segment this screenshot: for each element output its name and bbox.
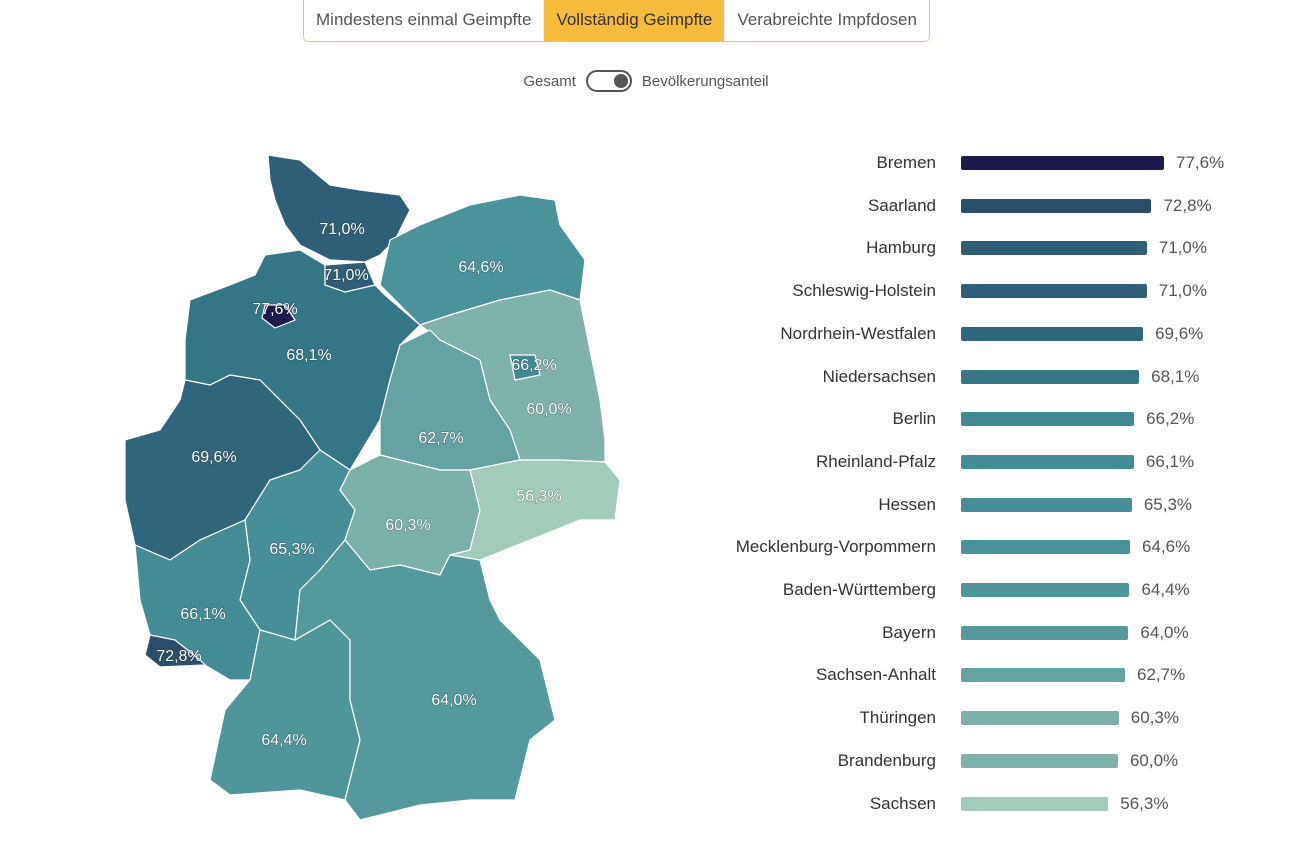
- mode-toggle-row: Gesamt Bevölkerungsanteil: [0, 70, 1294, 92]
- map-label-bremen: 77,6%: [252, 301, 297, 318]
- bar-row-sachsen-anhalt: Sachsen-Anhalt 62,7%: [600, 664, 1280, 686]
- bar-label: Brandenburg: [837, 750, 936, 770]
- map-state-saarland[interactable]: [144, 634, 207, 668]
- bar[interactable]: [961, 625, 1129, 640]
- map-label-rheinland-pfalz: 66,1%: [180, 606, 225, 623]
- mode-toggle-switch[interactable]: [585, 70, 632, 92]
- map-label-thueringen: 60,3%: [385, 517, 430, 534]
- map-label-sachsen-anhalt: 62,7%: [418, 430, 463, 447]
- bar[interactable]: [961, 241, 1147, 256]
- bar[interactable]: [961, 198, 1152, 213]
- map-label-hamburg: 71,0%: [323, 267, 368, 284]
- bar-value: 66,2%: [1146, 409, 1195, 429]
- bar[interactable]: [961, 668, 1126, 683]
- bar-label: Schleswig-Holstein: [792, 281, 936, 301]
- map-label-nordrhein-westfalen: 69,6%: [191, 449, 236, 466]
- germany-map: 71,0% 71,0% 64,6% 77,6% 68,1% 66,2% 60,0…: [124, 154, 621, 821]
- bar-value: 71,0%: [1158, 238, 1207, 258]
- bar-row-nordrhein-westfalen: Nordrhein-Westfalen 69,6%: [600, 323, 1280, 345]
- bar-label: Nordrhein-Westfalen: [780, 323, 936, 343]
- bar-value: 64,6%: [1141, 537, 1191, 557]
- bar-label: Bremen: [876, 153, 936, 172]
- bar-label: Thüringen: [859, 708, 936, 728]
- map-state-berlin[interactable]: [509, 354, 541, 381]
- bar-row-bayern: Bayern 64,0%: [600, 622, 1280, 644]
- toggle-left-label: Gesamt: [523, 72, 576, 90]
- bar-label: Saarland: [867, 195, 936, 215]
- map-state-bremen[interactable]: [261, 304, 296, 329]
- bar-value: 62,7%: [1137, 665, 1186, 685]
- bar-row-baden-wuerttemberg: Baden-Württemberg 64,4%: [600, 579, 1280, 601]
- bar-label: Mecklenburg-Vorpommern: [735, 537, 936, 557]
- toggle-right-label: Bevölkerungsanteil: [641, 72, 769, 90]
- bar-row-hamburg: Hamburg 71,0%: [600, 237, 1280, 259]
- bar-label: Sachsen-Anhalt: [815, 665, 936, 685]
- bar-value: 60,0%: [1129, 750, 1179, 770]
- map-state-hamburg[interactable]: [324, 261, 376, 293]
- bar[interactable]: [961, 412, 1135, 427]
- bar-label: Berlin: [892, 409, 936, 429]
- bar[interactable]: [961, 583, 1130, 597]
- bar[interactable]: [961, 454, 1134, 469]
- bar-value: 56,3%: [1120, 793, 1169, 813]
- bar[interactable]: [961, 369, 1140, 384]
- map-label-sachsen: 56,3%: [516, 488, 561, 505]
- map-label-bayern: 64,0%: [431, 692, 476, 709]
- map-label-berlin: 66,2%: [511, 357, 556, 374]
- map-label-mecklenburg-vorpommern: 64,6%: [458, 259, 503, 276]
- bar-label: Niedersachsen: [822, 366, 936, 386]
- bar-label: Baden-Württemberg: [782, 580, 936, 599]
- bar[interactable]: [961, 753, 1118, 768]
- bar[interactable]: [961, 540, 1130, 555]
- bar-value: 60,3%: [1130, 708, 1179, 728]
- bar[interactable]: [961, 796, 1109, 811]
- bar[interactable]: [961, 284, 1147, 299]
- map-label-niedersachsen: 68,1%: [286, 347, 331, 364]
- bar-label: Hessen: [878, 494, 936, 514]
- map-state-schleswig-holstein[interactable]: [267, 154, 411, 263]
- bar[interactable]: [961, 326, 1144, 341]
- bar-value: 68,1%: [1151, 366, 1200, 386]
- tab-mindestens-einmal[interactable]: Mindestens einmal Geimpfte: [304, 0, 545, 41]
- bar-value: 71,0%: [1158, 281, 1207, 301]
- bar-row-saarland: Saarland 72,8%: [600, 195, 1280, 217]
- bar-row-hessen: Hessen 65,3%: [600, 494, 1280, 516]
- bar-row-schleswig-holstein: Schleswig-Holstein 71,0%: [600, 280, 1280, 302]
- bar-value: 66,1%: [1145, 451, 1195, 471]
- bar-row-sachsen: Sachsen 56,3%: [600, 793, 1280, 815]
- map-label-saarland: 72,8%: [156, 648, 201, 665]
- bar[interactable]: [961, 156, 1164, 170]
- bar-row-bremen: Bremen 77,6%: [600, 152, 1280, 174]
- bar-value: 65,3%: [1143, 494, 1193, 514]
- metric-tabs: Mindestens einmal Geimpfte Vollständig G…: [303, 0, 930, 42]
- map-label-hessen: 65,3%: [269, 541, 314, 558]
- map-state-bayern[interactable]: [294, 539, 556, 821]
- map-label-baden-wuerttemberg: 64,4%: [261, 732, 306, 749]
- tab-vollstaendig[interactable]: Vollständig Geimpfte: [544, 0, 726, 41]
- bar-value: 77,6%: [1176, 153, 1225, 172]
- bar-label: Hamburg: [866, 238, 936, 258]
- bar-value: 69,6%: [1155, 323, 1204, 343]
- bar-label: Bayern: [882, 622, 936, 642]
- bar-row-thueringen: Thüringen 60,3%: [600, 707, 1280, 729]
- bar-label: Rheinland-Pfalz: [815, 451, 936, 471]
- toggle-knob: [613, 74, 628, 88]
- bar-value: 72,8%: [1163, 195, 1212, 215]
- map-label-brandenburg: 60,0%: [526, 401, 571, 418]
- bar-row-rheinland-pfalz: Rheinland-Pfalz 66,1%: [600, 451, 1280, 473]
- tab-impfdosen[interactable]: Verabreichte Impfdosen: [737, 10, 917, 29]
- map-state-sachsen[interactable]: [449, 459, 621, 561]
- bar-value: 64,0%: [1140, 622, 1189, 642]
- bar-row-berlin: Berlin 66,2%: [600, 408, 1280, 430]
- bar-value: 64,4%: [1141, 580, 1190, 599]
- bar[interactable]: [961, 711, 1119, 726]
- bar-label: Sachsen: [869, 793, 936, 813]
- map-label-schleswig-holstein: 71,0%: [319, 221, 364, 238]
- bar-row-brandenburg: Brandenburg 60,0%: [600, 750, 1280, 772]
- bar-row-niedersachsen: Niedersachsen 68,1%: [600, 366, 1280, 388]
- bar-row-mecklenburg-vorpommern: Mecklenburg-Vorpommern 64,6%: [600, 536, 1280, 558]
- bar[interactable]: [961, 497, 1132, 512]
